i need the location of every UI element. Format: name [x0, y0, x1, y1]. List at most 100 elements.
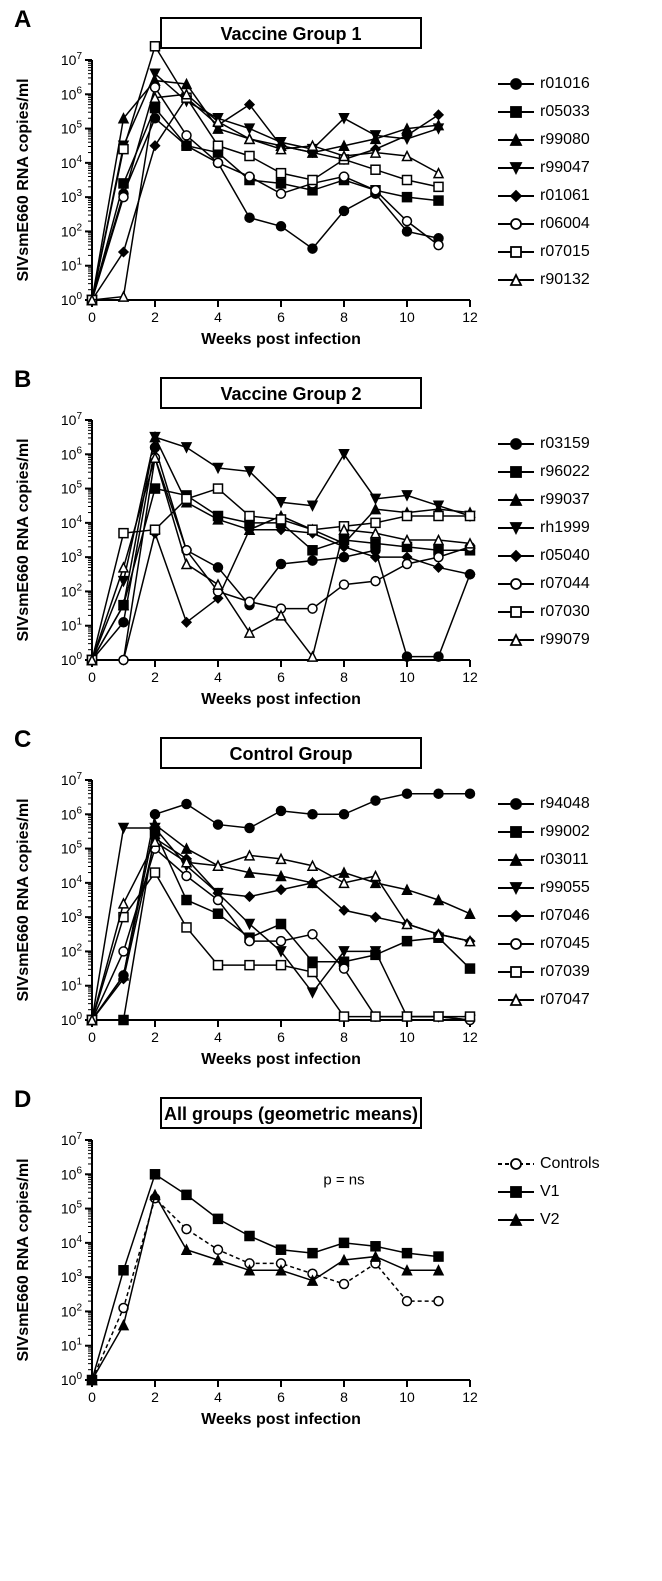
y-tick-label: 100: [61, 1011, 83, 1028]
series-line-3: [92, 74, 439, 300]
series-markers-0: [88, 789, 475, 1024]
y-tick-label: 107: [61, 1131, 83, 1148]
legend-label: r03011: [540, 851, 589, 869]
legend-item: r07047: [498, 986, 590, 1014]
legend-item: V2: [498, 1206, 600, 1234]
legend-marker: [498, 214, 534, 234]
legend-marker: [498, 1154, 534, 1174]
y-tick-label: 102: [61, 582, 83, 599]
x-tick-label: 0: [88, 669, 96, 685]
legend-marker: [498, 270, 534, 290]
legend-label: r07030: [540, 603, 590, 621]
legend-item: r01061: [498, 182, 590, 210]
y-axis-label: SIVsmE660 RNA copies/ml: [15, 438, 32, 641]
legend-label: r07045: [540, 935, 590, 953]
legend-marker: [498, 602, 534, 622]
x-tick-label: 8: [340, 1029, 348, 1045]
legend-item: V1: [498, 1178, 600, 1206]
legend-marker: [498, 630, 534, 650]
x-tick-label: 6: [277, 309, 285, 325]
legend-item: r07045: [498, 930, 590, 958]
legend-label: r05040: [540, 547, 590, 565]
x-tick-label: 10: [399, 669, 415, 685]
legend-marker: [498, 934, 534, 954]
panel-b: B Vaccine Group 202468101210010110210310…: [10, 370, 652, 710]
y-axis-label: SIVsmE660 RNA copies/ml: [15, 798, 32, 1001]
chart-title: Vaccine Group 1: [220, 24, 361, 44]
legend-item: r99055: [498, 874, 590, 902]
legend-marker: [498, 850, 534, 870]
x-tick-label: 0: [88, 309, 96, 325]
legend-item: r99037: [498, 486, 590, 514]
legend-item: r90132: [498, 266, 590, 294]
legend-label: V2: [540, 1211, 560, 1229]
legend-label: r07047: [540, 991, 590, 1009]
legend-item: r07046: [498, 902, 590, 930]
x-tick-label: 8: [340, 309, 348, 325]
legend-marker: [498, 822, 534, 842]
y-tick-label: 101: [61, 1337, 83, 1354]
y-tick-label: 100: [61, 1371, 83, 1388]
legend-marker: [498, 878, 534, 898]
y-tick-label: 103: [61, 1268, 83, 1285]
legend-marker: [498, 794, 534, 814]
legend: r94048 r99002 r03011 r99055 r07046 r0704…: [498, 790, 590, 1014]
legend-marker: [498, 518, 534, 538]
y-tick-label: 101: [61, 257, 83, 274]
y-tick-label: 105: [61, 480, 83, 497]
y-tick-label: 104: [61, 154, 83, 171]
legend-label: rh1999: [540, 519, 590, 537]
x-tick-label: 2: [151, 669, 159, 685]
y-tick-label: 105: [61, 840, 83, 857]
x-tick-label: 8: [340, 669, 348, 685]
legend-marker: [498, 102, 534, 122]
y-tick-label: 107: [61, 771, 83, 788]
x-tick-label: 4: [214, 1029, 222, 1045]
x-tick-label: 12: [462, 1389, 478, 1405]
y-tick-label: 103: [61, 548, 83, 565]
chart-wrap: Vaccine Group 10246810121001011021031041…: [10, 10, 490, 350]
legend-marker: [498, 1182, 534, 1202]
y-tick-label: 101: [61, 977, 83, 994]
legend-item: r07044: [498, 570, 590, 598]
chart-panel-b: Vaccine Group 20246810121001011021031041…: [10, 370, 490, 710]
legend-marker: [498, 186, 534, 206]
legend-item: r94048: [498, 790, 590, 818]
series-line-0: [92, 1198, 439, 1380]
legend-label: Controls: [540, 1155, 600, 1173]
y-tick-label: 100: [61, 291, 83, 308]
x-tick-label: 10: [399, 1029, 415, 1045]
legend-item: r07015: [498, 238, 590, 266]
legend-label: r90132: [540, 271, 590, 289]
legend-marker: [498, 1210, 534, 1230]
legend-marker: [498, 962, 534, 982]
legend-item: r99080: [498, 126, 590, 154]
series-line-2: [92, 1195, 439, 1380]
series-markers-0: [88, 1194, 444, 1385]
y-tick-label: 101: [61, 617, 83, 634]
legend-label: r01016: [540, 75, 590, 93]
legend-label: r06004: [540, 215, 590, 233]
panel-a: A Vaccine Group 102468101210010110210310…: [10, 10, 652, 350]
legend-label: r94048: [540, 795, 590, 813]
x-tick-label: 0: [88, 1029, 96, 1045]
legend-label: r99047: [540, 159, 590, 177]
chart-panel-c: Control Group024681012100101102103104105…: [10, 730, 490, 1070]
legend-item: r01016: [498, 70, 590, 98]
series-line-2: [92, 437, 470, 660]
legend-item: r03011: [498, 846, 590, 874]
series-line-1: [92, 1174, 439, 1380]
legend-marker: [498, 462, 534, 482]
annotation-text: p = ns: [323, 1172, 364, 1189]
y-tick-label: 106: [61, 85, 83, 102]
legend-item: r07039: [498, 958, 590, 986]
y-tick-label: 102: [61, 1302, 83, 1319]
legend-marker: [498, 158, 534, 178]
chart-title: All groups (geometric means): [164, 1104, 418, 1124]
y-tick-label: 102: [61, 942, 83, 959]
legend-item: r07030: [498, 598, 590, 626]
x-axis-label: Weeks post infection: [201, 691, 361, 708]
chart-panel-a: Vaccine Group 10246810121001011021031041…: [10, 10, 490, 350]
legend-marker: [498, 574, 534, 594]
chart-wrap: Vaccine Group 20246810121001011021031041…: [10, 370, 490, 710]
